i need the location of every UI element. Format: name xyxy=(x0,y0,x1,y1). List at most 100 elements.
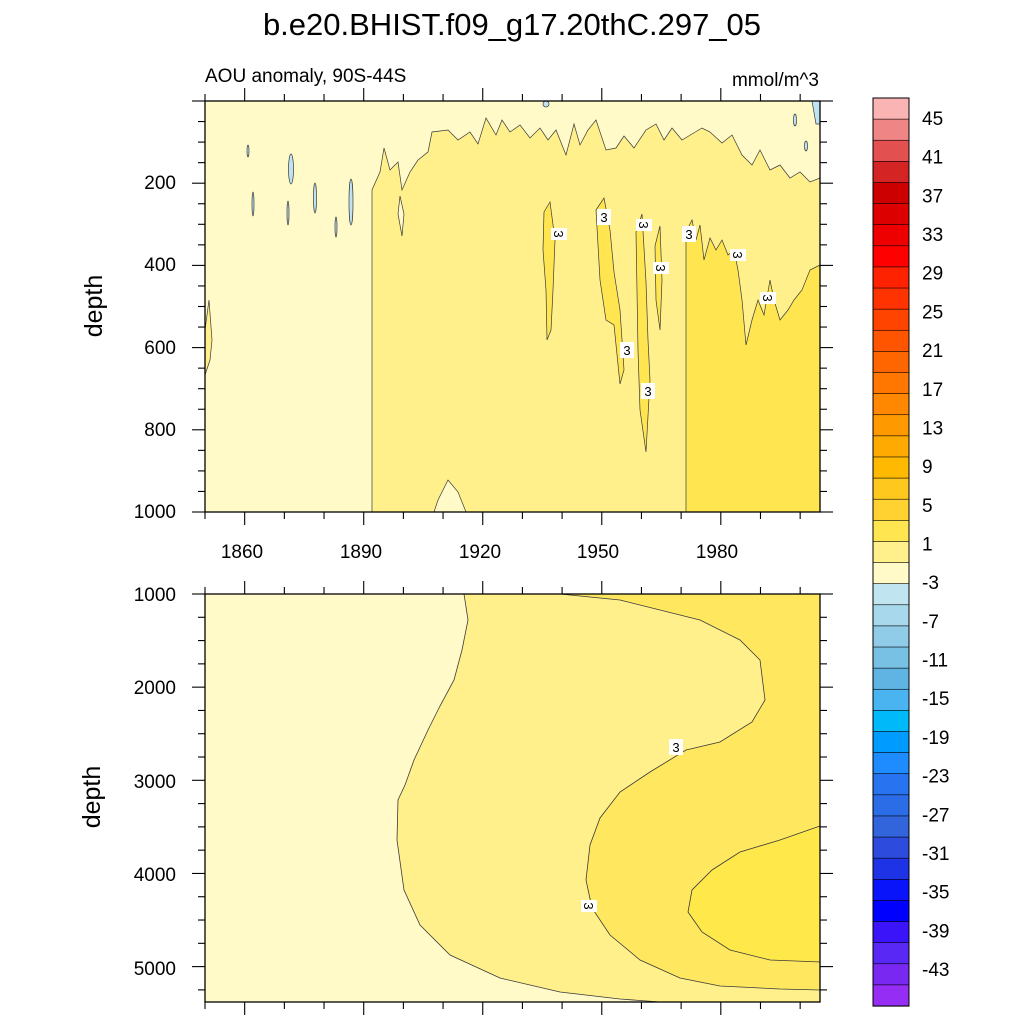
colorbar-swatch xyxy=(872,625,910,648)
contour-label: 3 xyxy=(600,210,607,225)
colorbar-swatch xyxy=(872,815,910,838)
contour-label: 3 xyxy=(653,264,668,271)
colorbar-swatch xyxy=(872,203,910,226)
upper-panel: 200 400 600 800 1000 depth 1860 1890 192… xyxy=(80,88,833,563)
colorbar-label: 41 xyxy=(922,148,943,169)
colorbar-swatch xyxy=(872,161,910,184)
colorbar-label: 45 xyxy=(922,109,943,130)
figure-title: b.e20.BHIST.f09_g17.20thC.297_05 xyxy=(263,7,761,42)
x-tick-labels: 1860 1890 1920 1950 1980 xyxy=(221,542,738,563)
colorbar-swatch xyxy=(872,794,910,817)
upper-notch xyxy=(397,195,405,237)
colorbar-swatch xyxy=(872,520,910,543)
colorbar-label: -23 xyxy=(922,767,949,788)
contour-label: 3 xyxy=(636,221,651,228)
colorbar-swatch xyxy=(872,773,910,796)
colorbar-labels: 45 41 37 33 29 25 21 17 13 9 5 1 -3 -7 -11 -15 -19 -23 -27… xyxy=(922,109,949,981)
upper-ytick-label: 800 xyxy=(144,420,176,441)
colorbar-swatch xyxy=(872,646,910,669)
colorbar-swatch xyxy=(872,118,910,141)
upper-fill-3-5 xyxy=(685,218,821,513)
colorbar-swatch xyxy=(872,245,910,268)
colorbar-label: -3 xyxy=(922,573,939,594)
colorbar-label: 37 xyxy=(922,186,943,207)
colorbar-label: -15 xyxy=(922,689,949,710)
colorbar-label: -39 xyxy=(922,921,949,942)
colorbar-swatch xyxy=(872,836,910,859)
colorbar-label: -7 xyxy=(922,612,939,633)
upper-ytick-label: 400 xyxy=(144,255,176,276)
lower-fill-core xyxy=(687,825,821,963)
contour-label: 3 xyxy=(551,230,566,237)
colorbar-swatch xyxy=(872,752,910,775)
colorbar-swatch xyxy=(872,710,910,733)
colorbar-label: 29 xyxy=(922,264,943,285)
colorbar-label: 5 xyxy=(922,496,933,517)
lower-panel-frame xyxy=(204,593,821,1003)
xtick-label: 1890 xyxy=(340,542,382,563)
upper-ytick-label: 200 xyxy=(144,173,176,194)
colorbar-swatch xyxy=(872,182,910,205)
colorbar-swatch xyxy=(872,541,910,564)
colorbar-swatch xyxy=(872,688,910,711)
xtick-label: 1920 xyxy=(459,542,501,563)
colorbar-label: -27 xyxy=(922,805,949,826)
colorbar-swatch xyxy=(872,942,910,965)
colorbar-swatch xyxy=(872,435,910,458)
colorbar-swatch xyxy=(872,900,910,923)
upper-ytick-label: 1000 xyxy=(134,502,176,523)
lower-ylabel: depth xyxy=(78,766,106,829)
contour-label: 3 xyxy=(672,740,679,755)
contour-label: 3 xyxy=(760,294,775,301)
colorbar-frame xyxy=(872,97,910,1007)
colorbar-swatch xyxy=(872,266,910,289)
colorbar-swatch xyxy=(872,477,910,500)
colorbar-swatch xyxy=(872,372,910,395)
colorbar-swatch xyxy=(872,879,910,902)
contour-label: 3 xyxy=(581,902,596,909)
colorbar-swatch xyxy=(872,287,910,310)
lower-tick-marks xyxy=(192,581,833,1015)
units-label: mmol/m^3 xyxy=(732,70,819,91)
xtick-label: 1950 xyxy=(577,542,619,563)
xtick-label: 1980 xyxy=(696,542,738,563)
negative-anomaly-specks xyxy=(246,100,821,238)
colorbar-swatch xyxy=(872,329,910,352)
colorbar-swatch xyxy=(872,139,910,162)
colorbar-label: 13 xyxy=(922,418,943,439)
contour-label: 3 xyxy=(685,227,692,242)
lower-ytick-label: 1000 xyxy=(134,585,176,606)
lower-panel: 1000 2000 3000 4000 5000 depth 3 3 xyxy=(78,581,833,1015)
colorbar-swatch xyxy=(872,393,910,416)
colorbar-label: 33 xyxy=(922,225,943,246)
lower-ytick-label: 3000 xyxy=(134,772,176,793)
colorbar-swatch xyxy=(872,562,910,585)
colorbar xyxy=(872,97,910,1007)
colorbar-swatch xyxy=(872,308,910,331)
colorbar-label: -35 xyxy=(922,883,949,904)
colorbar-label: -31 xyxy=(922,844,949,865)
colorbar-swatch xyxy=(872,456,910,479)
lower-ytick-label: 4000 xyxy=(134,865,176,886)
colorbar-swatch xyxy=(872,224,910,247)
upper-ylabel: depth xyxy=(80,275,108,338)
lower-y-tick-labels: 1000 2000 3000 4000 5000 xyxy=(134,585,176,980)
colorbar-swatch xyxy=(872,97,910,120)
upper-tick-marks xyxy=(192,88,833,525)
upper-ytick-label: 600 xyxy=(144,338,176,359)
lower-contour-labels: 3 3 xyxy=(581,739,683,912)
colorbar-swatch xyxy=(872,498,910,521)
colorbar-label: 21 xyxy=(922,341,943,362)
colorbar-label: 1 xyxy=(922,535,933,556)
colorbar-label: 9 xyxy=(922,457,933,478)
lower-ytick-label: 2000 xyxy=(134,678,176,699)
variable-label: AOU anomaly, 90S-44S xyxy=(205,66,406,87)
colorbar-swatch xyxy=(872,921,910,944)
colorbar-swatch xyxy=(872,963,910,986)
colorbar-swatch xyxy=(872,667,910,690)
colorbar-swatch xyxy=(872,583,910,606)
xtick-label: 1860 xyxy=(221,542,263,563)
colorbar-label: -11 xyxy=(922,651,948,672)
contour-label: 3 xyxy=(623,343,630,358)
